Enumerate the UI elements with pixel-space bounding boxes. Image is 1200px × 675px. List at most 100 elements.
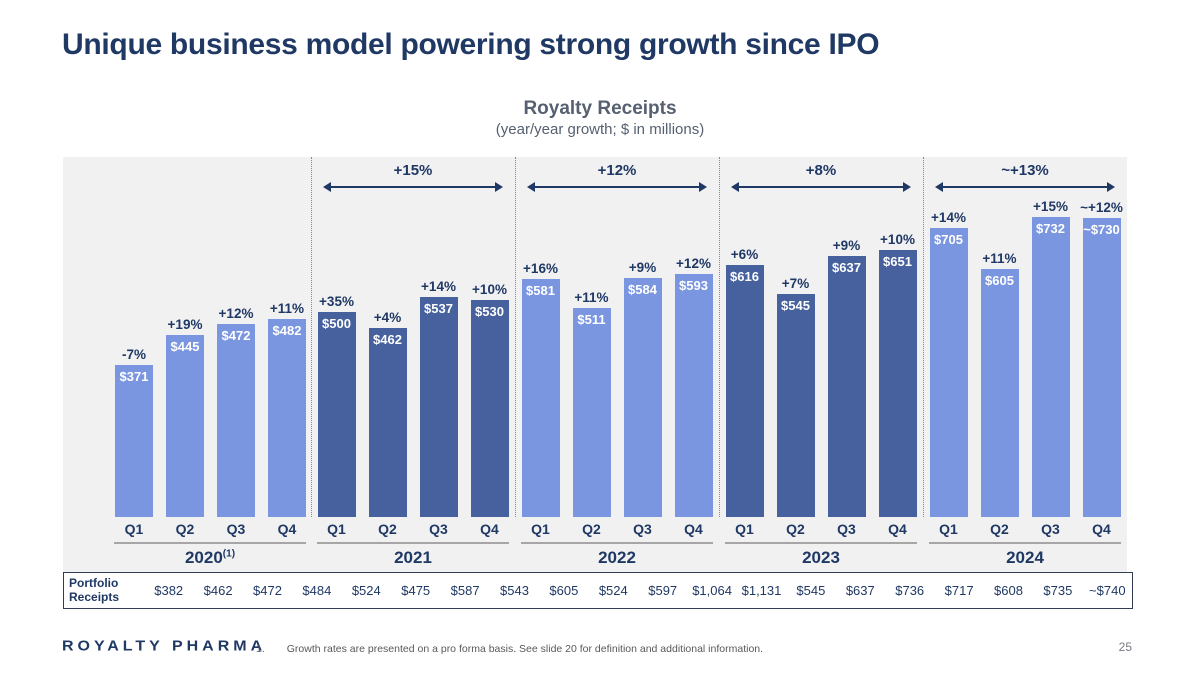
bar-value-label: $651 xyxy=(883,254,912,269)
group-underline xyxy=(317,542,509,544)
bar-growth-label: +4% xyxy=(373,310,402,325)
chart-title: Royalty Receipts xyxy=(523,98,677,119)
bar-growth-label: +11% xyxy=(269,301,305,316)
bar-column-2022-Q4: +12% $593 xyxy=(674,256,713,517)
double-arrow xyxy=(731,182,911,192)
arrow-shaft xyxy=(943,186,1107,188)
bar-growth-label: +16% xyxy=(523,261,558,276)
table-cell: ~$740 xyxy=(1089,583,1126,598)
year-group-2020: -7% $371 +19% $445 +12% $472 +11% $482 Q1 Q2 Q3 Q4 2… xyxy=(63,157,311,572)
bar-value-label: $530 xyxy=(475,304,504,319)
group-underline xyxy=(725,542,917,544)
bar-value-label: $637 xyxy=(832,260,861,275)
bar-value-label: $616 xyxy=(730,269,759,284)
table-cell: $462 xyxy=(203,583,233,598)
arrow-head-right-icon xyxy=(699,182,707,192)
bar-growth-label: +10% xyxy=(472,282,507,297)
bar-value-label: $593 xyxy=(679,278,708,293)
group-underline xyxy=(114,542,306,544)
bar-column-2021-Q2: +4% $462 xyxy=(368,310,407,517)
bar-value-label: $732 xyxy=(1036,221,1065,236)
table-cell: $543 xyxy=(500,583,529,598)
bar: $605 xyxy=(980,269,1019,517)
bar: ~$730 xyxy=(1082,218,1121,517)
vertical-separator xyxy=(515,157,516,517)
quarter-label: Q3 xyxy=(633,521,652,537)
arrow-label: ~+13% xyxy=(1001,162,1049,179)
year-group-2021: +15% +35% $500 +4% $462 +14% $537 +10% $530 Q1 Q2 Q… xyxy=(311,157,515,572)
bar-growth-label: +35% xyxy=(319,294,354,309)
bar: $581 xyxy=(521,279,560,517)
bar-growth-label: -7% xyxy=(121,347,146,362)
bar: $472 xyxy=(217,324,255,517)
bar-growth-label: +10% xyxy=(880,232,915,247)
bar: $445 xyxy=(166,335,204,517)
bar: $637 xyxy=(827,256,866,517)
bar: $511 xyxy=(572,308,611,517)
quarter-label: Q3 xyxy=(429,521,448,537)
table-row-label: Portfolio Receipts xyxy=(69,575,120,604)
bar-value-label: $482 xyxy=(272,323,302,338)
footnote-number: 1. xyxy=(256,643,265,655)
table-cell: $1,064 xyxy=(692,583,732,598)
footnote-text: Growth rates are presented on a pro form… xyxy=(286,643,764,655)
royalty-pharma-logo: ROYALTY PHARMA xyxy=(62,638,267,655)
bar-growth-label: +14% xyxy=(421,279,456,294)
arrow-head-right-icon xyxy=(1107,182,1115,192)
table-cell: $608 xyxy=(994,583,1023,598)
year-footnote-ref: (1) xyxy=(222,548,236,560)
bar: $462 xyxy=(368,328,407,517)
bar-column-2021-Q1: +35% $500 xyxy=(317,294,356,517)
quarter-label: Q3 xyxy=(226,521,246,537)
quarter-label: Q1 xyxy=(735,521,754,537)
chart-panel: -7% $371 +19% $445 +12% $472 +11% $482 Q1 Q2 Q3 Q4 2… xyxy=(63,157,1127,572)
bar-column-2020-Q3: +12% $472 xyxy=(217,306,255,517)
bar: $732 xyxy=(1031,217,1070,517)
bar-growth-label: +12% xyxy=(676,256,711,271)
table-cell: $472 xyxy=(253,583,282,598)
quarter-label: Q4 xyxy=(1092,521,1111,537)
arrow-head-left-icon xyxy=(935,182,943,192)
bar-column-2023-Q4: +10% $651 xyxy=(878,232,917,517)
table-cell: $382 xyxy=(154,583,184,598)
table-cell: $545 xyxy=(796,583,826,598)
arrow-head-left-icon xyxy=(527,182,535,192)
bars-zone: +35% $500 +4% $462 +14% $537 +10% $530 xyxy=(311,157,515,517)
bar: $371 xyxy=(115,365,153,517)
footnote: 1. Growth rates are presented on a pro f… xyxy=(256,643,763,655)
bar-column-2023-Q3: +9% $637 xyxy=(827,238,866,517)
quarter-label: Q2 xyxy=(786,521,805,537)
year-label: 2022 xyxy=(598,548,636,567)
slide-title: Unique business model powering strong gr… xyxy=(62,28,880,61)
bar: $545 xyxy=(776,294,815,517)
bar: $616 xyxy=(725,265,764,517)
bar-growth-label: +11% xyxy=(982,251,1017,266)
double-arrow xyxy=(935,182,1115,192)
quarter-label: Q3 xyxy=(837,521,856,537)
arrow-label: +12% xyxy=(597,162,637,179)
quarter-label: Q3 xyxy=(1041,521,1060,537)
bar-value-label: $605 xyxy=(985,273,1014,288)
vertical-separator xyxy=(923,157,924,517)
double-arrow xyxy=(323,182,503,192)
bar-column-2020-Q4: +11% $482 xyxy=(268,301,306,517)
bar-value-label: $472 xyxy=(221,328,251,343)
quarter-label: Q2 xyxy=(378,521,397,537)
bars-zone: +6% $616 +7% $545 +9% $637 +10% $651 xyxy=(719,157,923,517)
bar-value-label: $371 xyxy=(119,369,149,384)
group-underline xyxy=(521,542,713,544)
bar-column-2024-Q2: +11% $605 xyxy=(980,251,1019,517)
bar-column-2024-Q4: ~+12% ~$730 xyxy=(1080,200,1123,517)
arrow-label: +15% xyxy=(393,162,433,179)
table-cell: $1,131 xyxy=(741,583,782,598)
arrow-head-left-icon xyxy=(323,182,331,192)
quarter-label: Q4 xyxy=(888,521,907,537)
quarter-row: Q1 Q2 Q3 Q4 xyxy=(719,521,923,537)
bar-growth-label: +7% xyxy=(781,276,810,291)
group-footer: 2021 xyxy=(317,542,509,568)
bar: $537 xyxy=(419,297,458,517)
bar: $530 xyxy=(470,300,509,517)
year-group-2024: ~+13% +14% $705 +11% $605 +15% $732 ~+12% ~$730 Q… xyxy=(923,157,1127,572)
quarter-row: Q1 Q2 Q3 Q4 xyxy=(923,521,1127,537)
arrow-shaft xyxy=(535,186,699,188)
